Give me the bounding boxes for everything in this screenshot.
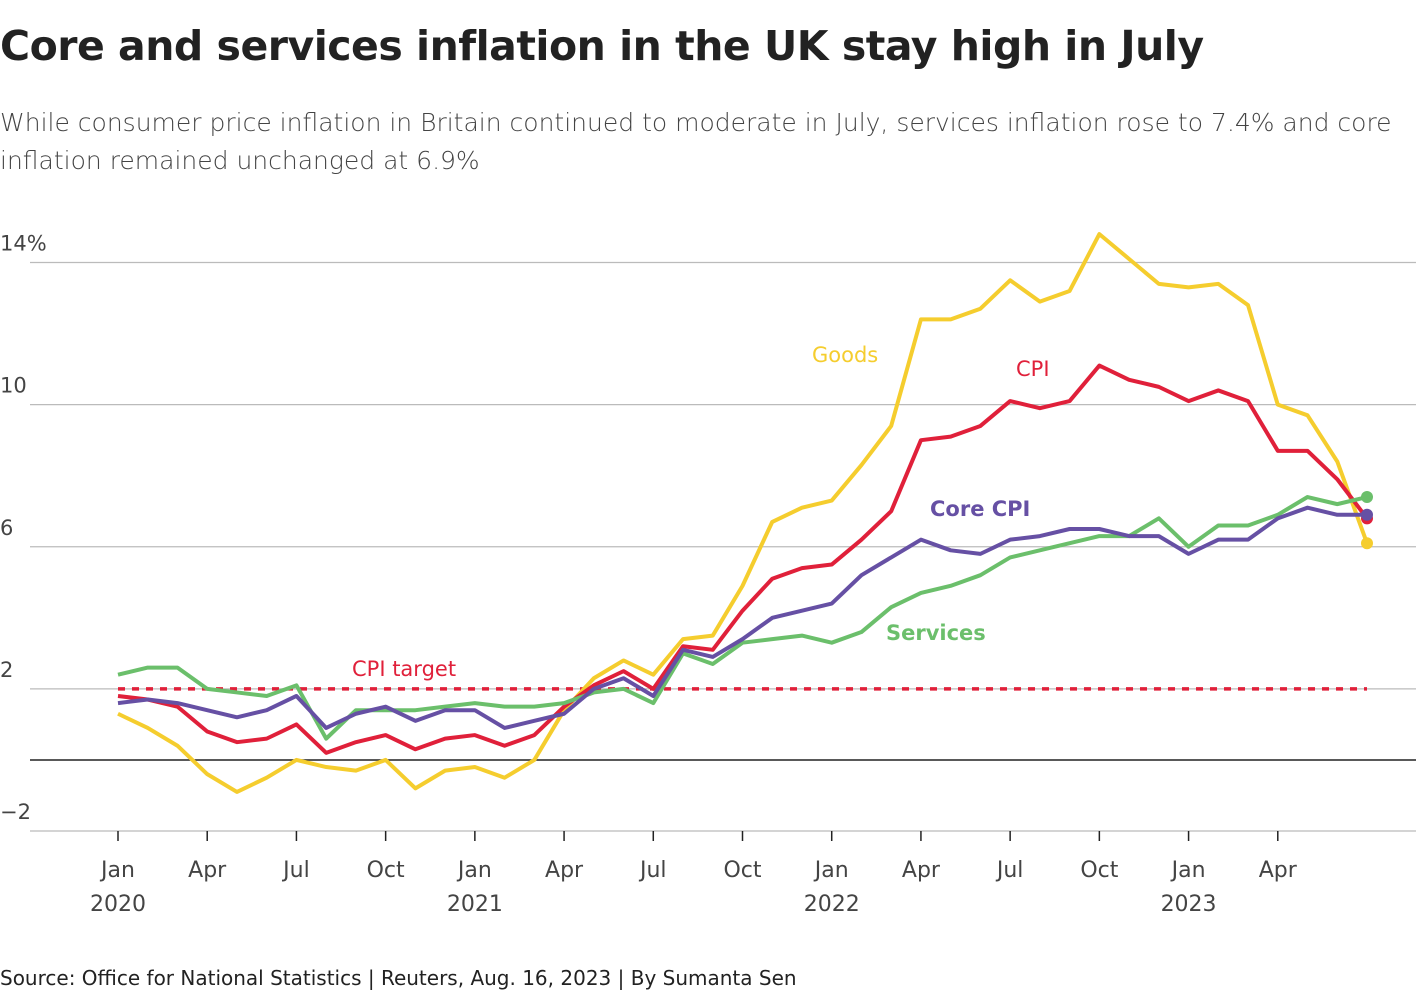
x-tick-label: Apr (188, 858, 227, 883)
x-tick-label: Jul (640, 858, 667, 883)
end-dot (1361, 491, 1373, 504)
x-tick-label: Jul (283, 858, 310, 883)
series-line (117, 505, 1367, 730)
x-tick-label: Jul (996, 858, 1024, 883)
series-label: CPI (1016, 357, 1050, 381)
chart-title: Core and services inflation in the UK st… (0, 22, 1204, 70)
end-dot (1361, 537, 1373, 550)
x-tick-label: Apr (1258, 858, 1297, 883)
x-tick-label: Jan 2020 (90, 858, 146, 917)
y-tick-label: 6 (0, 516, 13, 540)
x-tick-label: Oct (366, 858, 405, 883)
y-tick-label: 2 (0, 658, 13, 682)
reference-label: CPI target (352, 657, 456, 681)
x-tick-label: Jan 2022 (803, 858, 860, 917)
source-note: Source: Office for National Statistics |… (0, 966, 797, 990)
y-tick-label: 14% (0, 232, 47, 256)
x-tick-label: Oct (1080, 858, 1119, 883)
x-tick-label: Apr (901, 858, 940, 883)
series-label: Goods (812, 343, 878, 367)
series-line (117, 363, 1369, 755)
x-tick-label: Apr (545, 858, 584, 883)
x-tick-label: Jan 2021 (446, 858, 503, 917)
y-tick-label: −2 (0, 800, 31, 824)
chart-subtitle: While consumer price inflation in Britai… (0, 108, 1392, 175)
x-tick-label: Oct (723, 858, 762, 883)
x-tick-label: Jan 2023 (1160, 858, 1217, 917)
series-label: Core CPI (930, 497, 1030, 521)
series-label: Services (886, 621, 986, 645)
end-dot (1361, 508, 1373, 521)
y-tick-label: 10 (0, 374, 27, 398)
series-line (117, 495, 1368, 741)
series-line (117, 232, 1369, 794)
